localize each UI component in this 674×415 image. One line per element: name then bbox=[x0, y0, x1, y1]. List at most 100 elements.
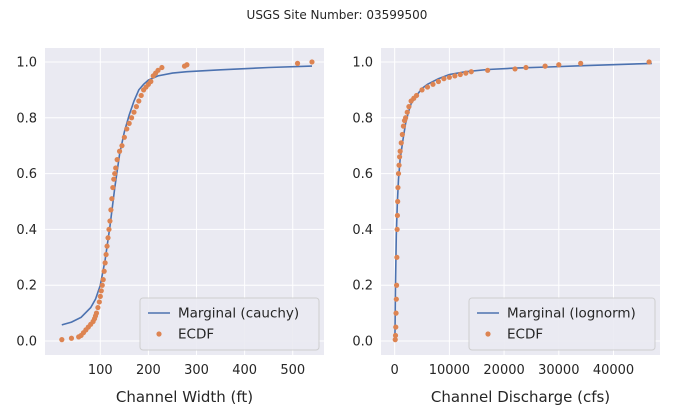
ecdf-point bbox=[106, 226, 112, 233]
ecdf-point bbox=[138, 92, 144, 99]
y-tick-label: 0.6 bbox=[352, 167, 373, 182]
legend-label-ecdf: ECDF bbox=[178, 327, 214, 343]
ecdf-point bbox=[441, 76, 447, 82]
ecdf-point bbox=[424, 84, 431, 90]
ecdf-point bbox=[542, 63, 548, 69]
ecdf-point bbox=[393, 296, 399, 302]
ecdf-point bbox=[646, 59, 652, 65]
ecdf-point bbox=[419, 87, 425, 93]
ecdf-point bbox=[294, 60, 301, 66]
x-tick-label: 0 bbox=[391, 363, 399, 378]
ecdf-point bbox=[578, 60, 584, 66]
ecdf-point bbox=[392, 337, 398, 343]
ecdf-point bbox=[109, 196, 115, 202]
chart-panel-2: 0 10000 20000 30000 40000 0.0 0.2 0.4 0.6 0.8 1.0 C… bbox=[352, 48, 660, 406]
ecdf-point bbox=[446, 74, 452, 80]
x-tick-label: 40000 bbox=[593, 363, 634, 378]
legend-dot-swatch bbox=[156, 331, 162, 337]
ecdf-point bbox=[404, 109, 410, 115]
ecdf-point bbox=[457, 71, 463, 78]
ecdf-point bbox=[128, 115, 135, 121]
ecdf-point bbox=[131, 109, 137, 115]
ecdf-point bbox=[395, 170, 402, 177]
ecdf-point bbox=[394, 226, 400, 233]
legend-label-marginal: Marginal (cauchy) bbox=[178, 306, 299, 322]
ecdf-point bbox=[309, 59, 315, 65]
ecdf-point bbox=[523, 64, 529, 71]
ecdf-point bbox=[119, 143, 125, 149]
ecdf-point bbox=[148, 78, 154, 85]
ecdf-point bbox=[395, 198, 401, 205]
ecdf-point bbox=[392, 332, 399, 339]
legend-box bbox=[139, 297, 320, 351]
y-tick-label: 0.6 bbox=[16, 167, 37, 182]
x-tick-label: 20000 bbox=[483, 363, 524, 378]
ecdf-point bbox=[396, 162, 402, 168]
ecdf-point bbox=[136, 98, 142, 104]
y-tick-label: 0.2 bbox=[352, 279, 373, 294]
x-tick-label: 400 bbox=[232, 363, 257, 378]
ecdf-point bbox=[113, 165, 119, 171]
ecdf-point bbox=[105, 235, 111, 241]
ecdf-point bbox=[98, 288, 104, 294]
x-tick-label: 100 bbox=[88, 363, 113, 378]
ecdf-point bbox=[406, 104, 412, 110]
ecdf-point bbox=[121, 134, 127, 140]
y-tick-label: 0.4 bbox=[352, 223, 373, 238]
ecdf-point bbox=[133, 104, 139, 110]
y-tick-label: 0.8 bbox=[16, 111, 37, 126]
chart-panel-1: 100 200 300 400 500 0.0 0.2 0.4 0.6 0.8 1.0 Channel… bbox=[16, 48, 324, 406]
y-tick-label: 1.0 bbox=[352, 55, 373, 70]
ecdf-point bbox=[104, 243, 110, 249]
x-tick-label: 200 bbox=[136, 363, 161, 378]
ecdf-point bbox=[101, 268, 107, 274]
x-tick-label: 300 bbox=[184, 363, 209, 378]
ecdf-point bbox=[556, 62, 562, 68]
ecdf-point bbox=[393, 324, 399, 330]
ecdf-point bbox=[512, 66, 518, 72]
ecdf-point bbox=[430, 81, 436, 87]
ecdf-point bbox=[393, 282, 400, 288]
ecdf-point bbox=[394, 212, 401, 219]
ecdf-point bbox=[398, 140, 404, 146]
ecdf-point bbox=[452, 73, 458, 79]
ecdf-point bbox=[103, 251, 109, 258]
ecdf-point bbox=[95, 304, 101, 311]
ecdf-point bbox=[93, 310, 100, 316]
legend-box bbox=[468, 297, 656, 351]
y-tick-label: 0.8 bbox=[352, 111, 373, 126]
x-tick-label: 10000 bbox=[429, 363, 470, 378]
ecdf-point bbox=[393, 310, 399, 316]
ecdf-point bbox=[116, 148, 123, 154]
ecdf-point bbox=[107, 218, 113, 224]
ecdf-point bbox=[184, 62, 190, 68]
ecdf-point bbox=[159, 64, 165, 71]
figure-suptitle: USGS Site Number: 03599500 bbox=[246, 8, 428, 22]
y-tick-label: 0.0 bbox=[352, 335, 373, 350]
ecdf-point bbox=[403, 115, 409, 121]
ecdf-point bbox=[435, 78, 442, 85]
ecdf-point bbox=[100, 277, 106, 283]
ecdf-point bbox=[395, 184, 401, 191]
legend-label-marginal: Marginal (lognorm) bbox=[507, 306, 636, 322]
y-tick-label: 0.2 bbox=[16, 279, 37, 294]
ecdf-point bbox=[397, 154, 403, 160]
ecdf-point bbox=[485, 67, 491, 73]
ecdf-point bbox=[99, 282, 105, 288]
ecdf-point bbox=[124, 126, 130, 132]
legend-dot-swatch bbox=[485, 331, 491, 337]
ecdf-point bbox=[155, 67, 161, 73]
y-tick-label: 0.4 bbox=[16, 223, 37, 238]
ecdf-point bbox=[114, 157, 120, 163]
ecdf-point bbox=[96, 299, 102, 305]
x-tick-label: 500 bbox=[280, 363, 305, 378]
y-tick-label: 0.0 bbox=[16, 335, 37, 350]
x-axis-label: Channel Width (ft) bbox=[116, 388, 253, 406]
ecdf-point bbox=[394, 254, 400, 260]
ecdf-point bbox=[68, 335, 75, 341]
ecdf-point bbox=[59, 337, 65, 343]
ecdf-point bbox=[397, 148, 403, 154]
ecdf-point bbox=[102, 260, 108, 266]
